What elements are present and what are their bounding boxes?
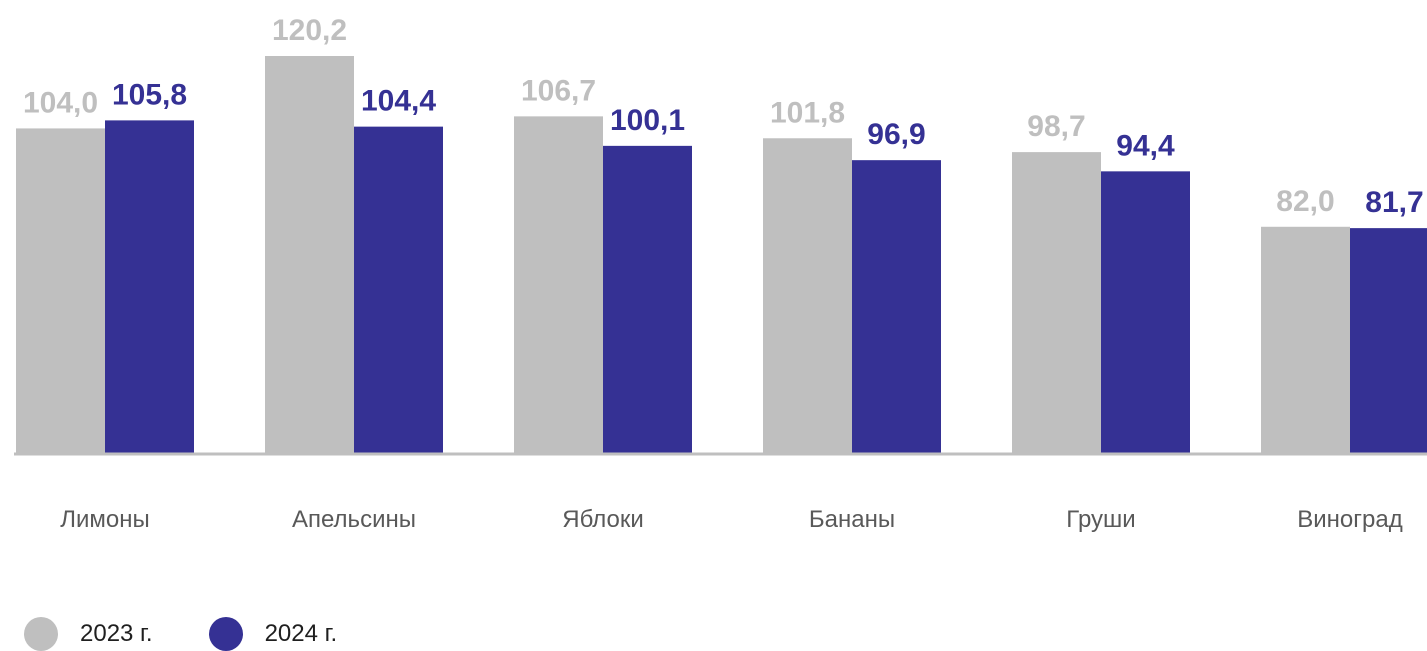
category-label-1: Апельсины: [292, 506, 416, 533]
data-label-2023-3: 101,8: [770, 96, 845, 129]
chart-area: 104,0 105,8 Лимоны 120,2 104,4 Апельсины 106,7…: [14, 14, 1427, 533]
data-label-2023-0: 104,0: [23, 86, 98, 119]
data-label-2024-4: 94,4: [1116, 129, 1175, 162]
bar-2023-3: [763, 138, 852, 453]
category-label-3: Бананы: [809, 506, 895, 533]
data-label-2023-2: 106,7: [521, 74, 596, 107]
category-label-4: Груши: [1066, 506, 1135, 533]
bar-2024-0: [105, 120, 194, 453]
bar-2023-5: [1261, 226, 1350, 453]
data-label-2023-5: 82,0: [1276, 185, 1334, 218]
bar-2023-0: [16, 128, 105, 454]
legend-item-2024: 2024 г.: [208, 617, 338, 651]
data-label-2024-2: 100,1: [610, 104, 685, 137]
bar-2023-1: [265, 56, 354, 453]
legend-item-2023: 2023 г.: [24, 617, 153, 651]
category-label-0: Лимоны: [60, 506, 150, 533]
legend: 2023 г. 2024 г.: [24, 617, 393, 651]
bar-2024-3: [852, 160, 941, 453]
legend-label-2023: 2023 г.: [80, 620, 153, 647]
data-label-2024-0: 105,8: [112, 78, 187, 111]
data-label-2024-1: 104,4: [361, 85, 436, 118]
bar-2024-5: [1350, 228, 1427, 453]
bar-2024-1: [354, 126, 443, 453]
bar-2023-4: [1012, 152, 1101, 454]
data-label-2023-1: 120,2: [272, 14, 347, 47]
data-label-2024-3: 96,9: [867, 118, 925, 151]
data-label-2024-5: 81,7: [1365, 186, 1423, 219]
bar-chart: 104,0 105,8 Лимоны 120,2 104,4 Апельсины 106,7…: [14, 14, 1427, 533]
bar-2024-4: [1101, 171, 1190, 453]
legend-swatch-2023: [24, 617, 58, 651]
legend-swatch-2024: [208, 617, 243, 651]
category-label-2: Яблоки: [562, 506, 644, 533]
data-label-2023-4: 98,7: [1027, 110, 1085, 143]
bar-2024-2: [603, 145, 692, 453]
bar-2023-2: [514, 116, 603, 453]
category-label-5: Виноград: [1297, 506, 1402, 533]
legend-label-2024: 2024 г.: [264, 620, 338, 647]
